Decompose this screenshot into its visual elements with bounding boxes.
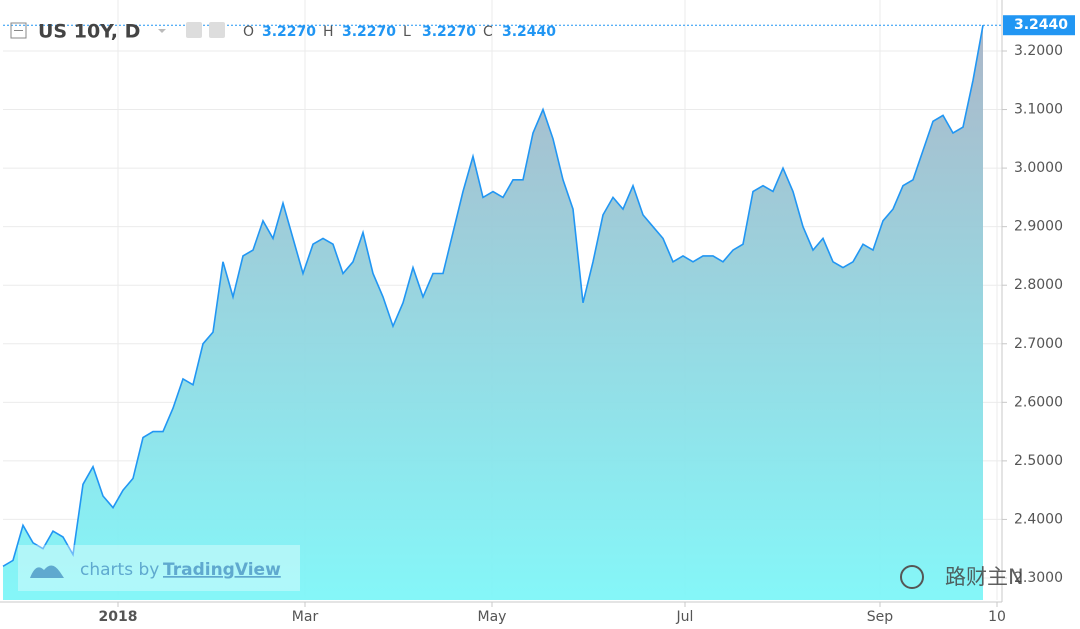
y-tick-label: 3.0000: [1014, 160, 1063, 176]
wechat-icon: [900, 565, 924, 589]
last-price-tag: [1003, 15, 1075, 36]
y-tick-label: 2.7000: [1014, 336, 1063, 352]
y-tick-label: 3.2000: [1014, 43, 1063, 59]
watermark-prefix: charts by: [80, 560, 159, 580]
y-tick-label: 2.8000: [1014, 277, 1063, 293]
watermark-box: [18, 545, 300, 591]
x-tick-label: Mar: [292, 609, 319, 625]
ohlc-name: C: [483, 24, 493, 40]
y-tick-label: 2.9000: [1014, 219, 1063, 235]
symbol-title: US 10Y, D: [38, 21, 140, 43]
watermark-logo: [30, 565, 64, 578]
ohlc-value: 3.2440: [502, 24, 556, 40]
x-tick-label: Sep: [867, 609, 894, 625]
y-tick-label: 2.6000: [1014, 394, 1063, 410]
plot: [2, 25, 984, 600]
x-tick-label: May: [478, 609, 507, 625]
ohlc-value: 3.2270: [422, 24, 476, 40]
y-tick-label: 2.3000: [1014, 570, 1063, 586]
corner-watermark: 路财主N: [945, 565, 1024, 589]
dropdown-caret[interactable]: [158, 29, 166, 33]
last-price-label: 3.2440: [1014, 17, 1068, 33]
x-tick-label: 10: [988, 609, 1006, 625]
price-line: [2, 25, 984, 567]
collapse-icon[interactable]: [10, 22, 27, 39]
watermark-brand[interactable]: TradingView: [163, 560, 281, 580]
ohlc-legend: O 3.2270 H 3.2270 L 3.2270 C 3.2440: [243, 24, 556, 40]
area-fill: [3, 25, 983, 600]
x-tick-label: Jul: [676, 609, 694, 625]
ohlc-name: O: [243, 24, 254, 40]
x-tick-label: 2018: [99, 609, 138, 625]
y-tick-label: 2.5000: [1014, 453, 1063, 469]
ohlc-name: H: [323, 24, 334, 40]
refresh-icon[interactable]: [209, 22, 225, 38]
ohlc-value: 3.2270: [342, 24, 396, 40]
ohlc-value: 3.2270: [262, 24, 316, 40]
y-tick-label: 2.4000: [1014, 511, 1063, 527]
y-tick-label: 3.1000: [1014, 102, 1063, 118]
axes: 2.3000 2.4000 2.5000 2.6000 2.7000 2.8000 2.90…: [3, 15, 1075, 625]
settings-icon[interactable]: [186, 22, 202, 38]
ohlc-name: L: [403, 24, 411, 40]
